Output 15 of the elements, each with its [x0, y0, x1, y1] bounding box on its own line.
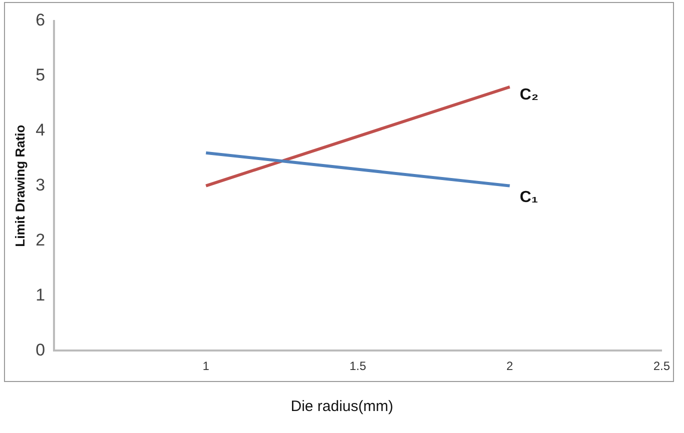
x-tick-label: 1.5: [350, 359, 367, 374]
series-label: C₁: [520, 189, 538, 206]
y-tick-label: 1: [36, 285, 46, 304]
y-tick-label: 4: [36, 120, 46, 140]
x-tick-label: 1: [202, 359, 210, 374]
y-tick-label: 3: [36, 175, 46, 194]
series-label: C₂: [520, 86, 538, 104]
x-axis-title: Die radius(mm): [290, 398, 394, 415]
y-tick-label: 0: [36, 340, 46, 360]
y-tick-label: 5: [36, 66, 46, 85]
y-tick-label: 2: [36, 230, 46, 250]
x-tick-label: 2: [506, 359, 514, 374]
y-tick-label: 6: [36, 10, 46, 30]
y-axis-title: Limit Drawing Ratio: [12, 124, 28, 247]
x-tick-label: 2.5: [653, 359, 670, 374]
